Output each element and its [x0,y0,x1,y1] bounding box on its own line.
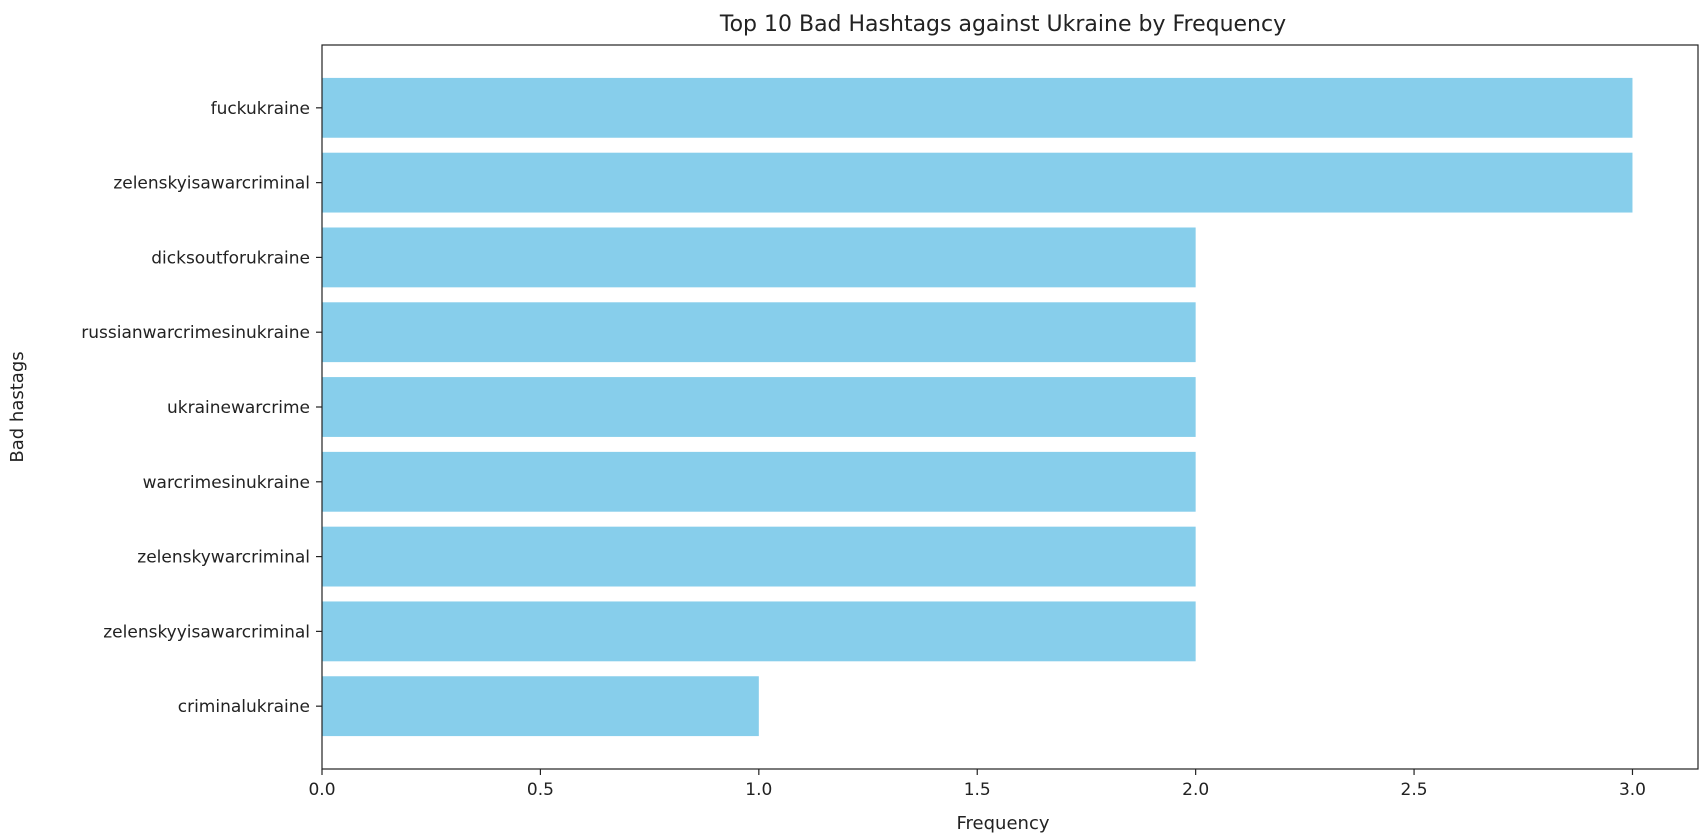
y-axis-ticks: fuckukraine zelenskyisawarcriminal dicksou… [81,99,322,717]
bar [322,601,1196,662]
y-tick-label: fuckukraine [211,99,310,119]
x-tick-label: 0.0 [308,780,335,800]
bar [322,676,759,737]
y-tick-label: zelenskyisawarcriminal [113,174,310,194]
y-axis-label: Bad hastags [7,351,28,462]
y-tick-label: russianwarcrimesinukraine [81,323,310,343]
bar [322,451,1196,512]
x-tick-label: 3.0 [1619,780,1646,800]
bar [322,77,1633,138]
y-tick-label: zelenskywarcriminal [137,548,310,568]
x-tick-label: 2.5 [1401,780,1428,800]
bar [322,377,1196,437]
y-tick-label: criminalukraine [178,697,310,717]
bar [322,302,1196,363]
chart-title: Top 10 Bad Hashtags against Ukraine by F… [719,12,1286,37]
x-tick-label: 1.0 [745,780,772,800]
x-tick-label: 2.0 [1182,780,1209,800]
y-tick-label: ukrainewarcrime [167,398,310,418]
y-tick-label: dicksoutforukraine [151,248,310,268]
x-tick-label: 1.5 [964,780,991,800]
y-tick-label: warcrimesinukraine [143,473,310,493]
x-tick-label: 0.5 [527,780,554,800]
bars-layer [322,77,1633,737]
bar [322,227,1196,288]
x-axis-label: Frequency [957,813,1050,834]
bar [322,152,1633,213]
x-axis-ticks: 0.0 0.5 1.0 1.5 2.0 2.5 3.0 [308,769,1646,800]
y-tick-label: zelenskyyisawarcriminal [103,622,310,642]
bar [322,526,1196,587]
